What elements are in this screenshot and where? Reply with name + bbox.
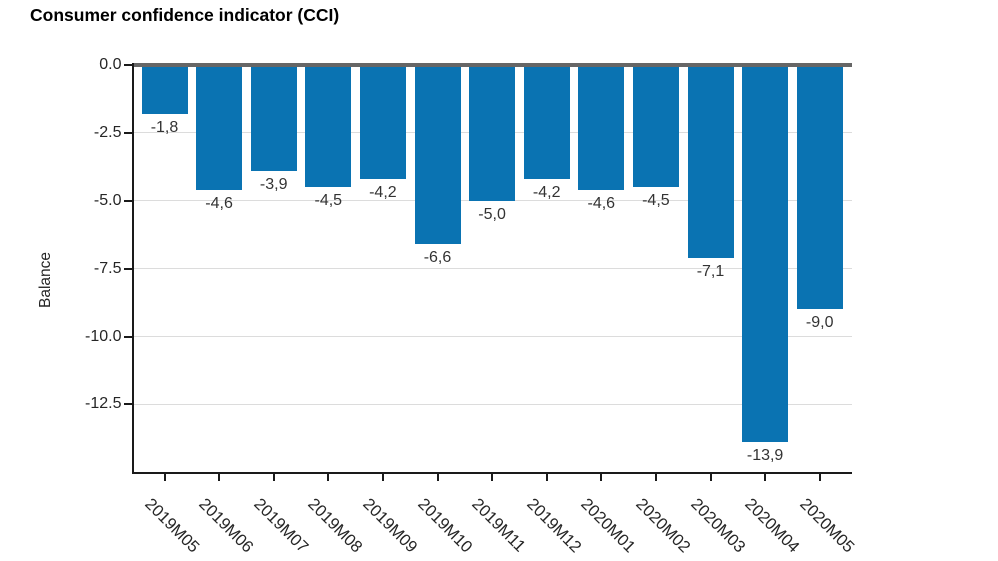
bar xyxy=(796,65,843,310)
bar xyxy=(742,65,789,443)
bar-value-label: -9,0 xyxy=(805,314,834,332)
y-axis-line xyxy=(131,63,134,474)
x-axis-tick xyxy=(163,473,166,481)
y-axis-tick-label: -5.0 xyxy=(93,191,122,209)
x-axis-tick xyxy=(436,473,439,481)
bar-value-label: -1,8 xyxy=(150,118,179,136)
x-axis-tick xyxy=(272,473,275,481)
bar-value-label: -3,9 xyxy=(259,175,288,193)
bar xyxy=(632,65,679,188)
gridline xyxy=(131,403,852,405)
bar xyxy=(414,65,461,245)
y-axis-tick xyxy=(123,199,132,202)
x-axis-tick xyxy=(654,473,657,481)
gridline xyxy=(131,268,852,270)
bar xyxy=(578,65,625,190)
y-axis-tick-label: -12.5 xyxy=(85,395,122,413)
x-axis-tick xyxy=(381,473,384,481)
x-axis-tick xyxy=(600,473,603,481)
x-axis-tick xyxy=(218,473,221,481)
bar-value-label: -13,9 xyxy=(746,447,784,465)
x-axis-tick-label: 2019M06 xyxy=(195,495,257,557)
x-axis-tick-label: 2020M01 xyxy=(577,495,639,557)
gridline xyxy=(131,336,852,337)
x-axis-tick xyxy=(818,473,821,481)
x-axis-tick-label: 2019M12 xyxy=(522,495,585,557)
x-axis-tick-label: 2020M02 xyxy=(632,495,694,557)
x-axis-tick xyxy=(491,473,494,481)
x-axis-tick xyxy=(709,473,712,481)
x-axis-tick-label: 2020M03 xyxy=(686,495,749,557)
bar-value-label: -4,6 xyxy=(587,194,616,212)
bar-value-label: -6,6 xyxy=(423,249,452,267)
x-axis-tick-label: 2019M10 xyxy=(413,495,476,557)
chart-title: Consumer confidence indicator (CCI) xyxy=(30,5,340,25)
bar-value-label: -4,5 xyxy=(642,192,670,210)
x-axis-tick-label: 2019M07 xyxy=(249,495,312,557)
bar-value-label: -4,5 xyxy=(314,192,343,210)
bar xyxy=(141,65,188,114)
x-axis-tick-label: 2019M09 xyxy=(359,495,421,557)
bar xyxy=(469,65,516,201)
x-axis-tick xyxy=(764,473,767,481)
y-axis-tick xyxy=(123,64,132,66)
x-axis-tick xyxy=(545,473,548,481)
bar xyxy=(196,65,243,190)
x-axis-line xyxy=(131,471,852,474)
bar xyxy=(305,65,352,188)
x-axis-tick-label: 2020M05 xyxy=(795,495,858,557)
bar-value-label: -7,1 xyxy=(696,262,725,280)
x-axis-tick xyxy=(327,473,330,481)
bar xyxy=(687,65,734,258)
bar-value-label: -4,6 xyxy=(205,194,233,212)
y-axis-tick-label: -7.5 xyxy=(93,259,122,277)
y-axis-tick xyxy=(123,335,132,338)
y-axis-tick xyxy=(123,267,132,270)
bar xyxy=(359,65,406,180)
y-axis-tick-label: -2.5 xyxy=(93,123,122,141)
x-axis-tick-label: 2019M08 xyxy=(304,495,366,557)
y-axis-tick-label: 0.0 xyxy=(99,56,122,73)
bar-value-label: -5,0 xyxy=(478,205,506,223)
bar xyxy=(523,65,570,180)
bar-value-label: -4,2 xyxy=(369,184,397,202)
x-axis-tick-label: 2019M11 xyxy=(468,495,529,556)
gridline xyxy=(131,200,852,202)
y-axis-tick xyxy=(123,131,132,134)
zero-baseline xyxy=(131,63,852,68)
bar xyxy=(250,65,297,171)
bar-value-label: -4,2 xyxy=(532,184,561,202)
x-axis-tick-label: 2020M04 xyxy=(741,495,803,557)
y-axis-tick xyxy=(123,403,132,406)
y-axis-tick-label: -10.0 xyxy=(85,327,122,345)
x-axis-tick-label: 2019M05 xyxy=(140,495,203,557)
